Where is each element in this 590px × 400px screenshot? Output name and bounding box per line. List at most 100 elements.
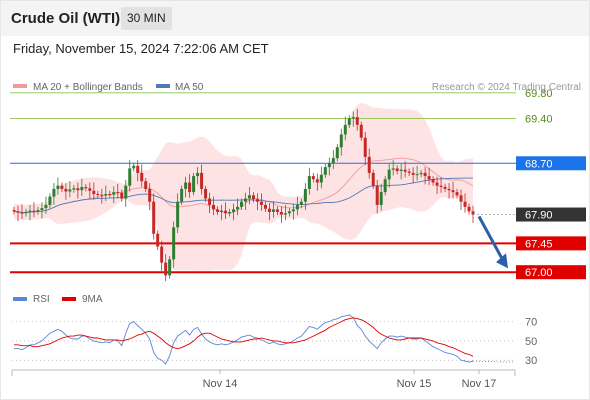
candle-body	[188, 182, 192, 193]
level-label-67-45: 67.45	[525, 238, 553, 250]
candle-body	[20, 212, 24, 214]
candle-body	[291, 209, 295, 212]
candles	[12, 108, 475, 282]
candle-body	[335, 147, 339, 159]
candle-body	[108, 194, 112, 196]
candle-body	[28, 210, 32, 212]
bollinger-band	[14, 103, 473, 271]
candle-body	[148, 188, 152, 202]
candle-body	[128, 168, 132, 186]
candle-body	[455, 192, 459, 196]
candle-body	[116, 192, 120, 194]
level-label-68-70: 68.70	[525, 158, 553, 170]
candle-body	[447, 188, 451, 191]
candle-body	[56, 185, 60, 189]
candle-body	[12, 210, 16, 212]
candle-body	[331, 158, 335, 164]
candle-body	[200, 172, 204, 189]
candle-body	[220, 210, 224, 212]
candle-body	[319, 174, 323, 183]
candle-body	[415, 174, 419, 176]
candle-body	[104, 194, 108, 196]
candle-body	[403, 169, 407, 172]
candle-body	[427, 176, 431, 180]
candle-body	[351, 117, 355, 119]
candle-body	[315, 179, 319, 183]
candle-body	[88, 188, 92, 191]
candle-body	[32, 210, 36, 212]
rsi-projection	[472, 360, 516, 363]
candle-body	[160, 246, 164, 263]
candle-body	[243, 198, 247, 202]
candle-body	[44, 204, 48, 209]
instrument-title: Crude Oil (WTI)	[11, 10, 121, 27]
candle-body	[359, 124, 363, 138]
candle-body	[236, 206, 240, 210]
candle-body	[24, 211, 28, 214]
candle-body	[279, 211, 283, 215]
candle-body	[411, 172, 415, 175]
rsi-legend-label: RSI	[33, 294, 50, 305]
candle-body	[467, 206, 471, 212]
candle-body	[60, 185, 64, 189]
candle-body	[459, 195, 463, 202]
candle-body	[407, 171, 411, 173]
candle-body	[224, 210, 228, 214]
candle-body	[371, 172, 375, 186]
candle-body	[327, 163, 331, 168]
candle-body	[164, 262, 168, 276]
candle-body	[76, 188, 80, 191]
candle-body	[287, 211, 291, 214]
candle-body	[439, 185, 443, 187]
candle-body	[435, 182, 439, 186]
header-bar	[0, 0, 590, 36]
candle-body	[124, 185, 128, 199]
candle-body	[299, 201, 303, 205]
candle-body	[375, 185, 379, 205]
ma50-legend-swatch	[156, 84, 170, 88]
level-label-69-40: 69.40	[525, 113, 553, 125]
candle-body	[132, 165, 136, 169]
candle-body	[275, 209, 279, 212]
candle-body	[156, 233, 160, 247]
candle-body	[391, 168, 395, 170]
candle-body	[216, 209, 220, 212]
level-label-67-90: 67.90	[525, 210, 553, 222]
rsi-tick-30: 30	[525, 355, 537, 367]
candle-body	[271, 209, 275, 212]
candle-body	[347, 118, 351, 125]
candle-body	[112, 192, 116, 195]
rsi-ma-line	[14, 317, 474, 357]
ma20-legend-swatch	[13, 84, 27, 88]
candle-body	[295, 204, 299, 210]
credit-label: Research © 2024 Trading Central	[432, 82, 581, 93]
candle-body	[259, 201, 263, 205]
candle-body	[399, 169, 403, 171]
timeframe-badge[interactable]: 30 MIN	[121, 7, 172, 30]
candle-body	[379, 192, 383, 205]
ma50-legend-label: MA 50	[175, 82, 204, 93]
candle-body	[16, 211, 20, 213]
candle-body	[176, 201, 180, 228]
candle-body	[180, 188, 184, 202]
candle-body	[168, 259, 172, 276]
candle-body	[140, 172, 144, 182]
candle-body	[68, 189, 72, 192]
candle-body	[120, 192, 124, 199]
ma9-legend-label: 9MA	[82, 294, 103, 305]
ma50-line	[13, 177, 474, 213]
rsi-line	[14, 314, 474, 365]
level-label-69-80: 69.80	[525, 88, 553, 100]
candle-body	[463, 201, 467, 207]
candle-body	[136, 165, 140, 173]
candle-body	[80, 186, 84, 191]
candle-body	[232, 209, 236, 212]
candle-body	[383, 179, 387, 193]
rsi-tick-50: 50	[525, 336, 537, 348]
candle-body	[311, 176, 315, 180]
candle-body	[192, 176, 196, 193]
level-tag-67-90	[516, 207, 586, 222]
candle-body	[184, 182, 188, 189]
datetime-label: Friday, November 15, 2024 7:22:06 AM CET	[13, 41, 269, 56]
rsi-legend-swatch	[13, 297, 27, 301]
